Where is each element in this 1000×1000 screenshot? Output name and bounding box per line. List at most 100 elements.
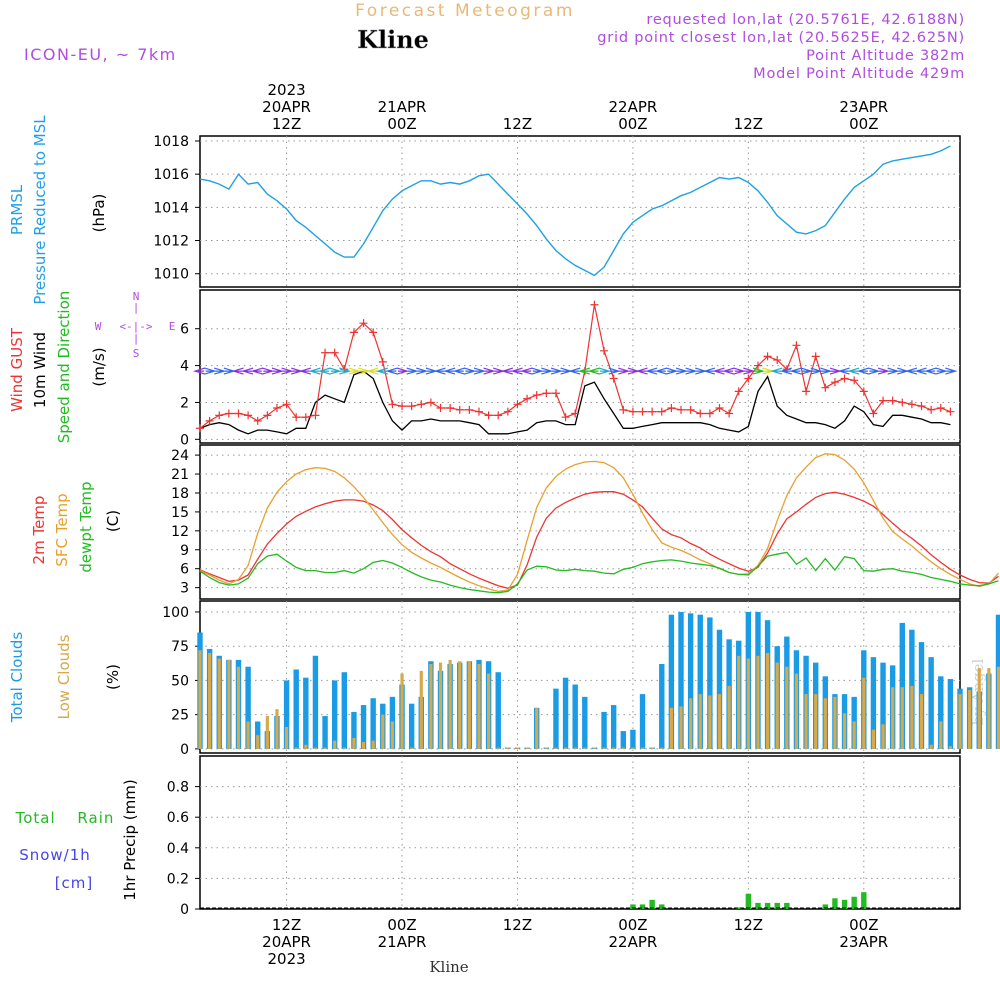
svg-text:Speed and Direction: Speed and Direction	[55, 291, 73, 444]
gust-marker	[859, 387, 868, 396]
gust-marker	[686, 405, 695, 414]
low-cloud-bar	[390, 721, 395, 749]
svg-text:S: S	[133, 347, 140, 360]
y-tick-label: 9	[180, 543, 189, 559]
wind-direction-arrow	[887, 367, 900, 375]
low-cloud-bar	[987, 668, 991, 749]
rain-bar	[784, 902, 790, 909]
model-altitude: Model Point Altitude 429m	[753, 66, 965, 82]
wind-direction-arrow	[443, 367, 456, 375]
gust-marker	[638, 407, 647, 416]
rain-bar	[832, 898, 838, 909]
svg-text:PRMSL: PRMSL	[8, 184, 26, 235]
place-title: Kline	[357, 25, 429, 54]
wind-direction-arrow	[568, 367, 581, 375]
svg-text:W: W	[95, 320, 102, 333]
total-cloud-bar	[707, 617, 713, 749]
svg-text:|: |	[133, 301, 140, 314]
low-cloud-bar	[977, 668, 981, 749]
gust-marker	[321, 348, 330, 357]
total-cloud-bar	[687, 613, 694, 749]
pressure-label: PRMSL Pressure Reduced to MSL (hPa)	[8, 115, 108, 305]
low-cloud-bar	[583, 747, 587, 749]
wind-direction-arrow	[406, 367, 419, 375]
top-time-label: 20APR	[262, 98, 311, 116]
y-tick-label: 75	[171, 639, 189, 655]
wind-direction-arrow	[473, 367, 487, 375]
gust-marker	[744, 374, 753, 383]
wind-direction-arrow	[587, 367, 600, 375]
y-tick-label: 21	[171, 467, 189, 483]
wind-direction-arrow	[520, 367, 533, 375]
wind-direction-arrow	[433, 367, 446, 375]
total-cloud-bar	[562, 677, 569, 749]
rain-bar	[822, 904, 829, 909]
wind-direction-arrow	[608, 367, 621, 375]
gust-marker	[224, 409, 233, 418]
bottom-time-label: 22APR	[608, 933, 657, 951]
svg-text:(hPa): (hPa)	[90, 194, 108, 233]
gust-marker	[840, 374, 849, 383]
gust-marker	[542, 389, 551, 398]
temp-2m-line	[199, 491, 999, 589]
total-cloud-bar	[928, 657, 934, 749]
gust-marker	[532, 391, 541, 400]
wind-direction-arrow	[281, 367, 294, 375]
gust-marker	[696, 409, 705, 418]
wind-direction-arrow	[416, 367, 429, 375]
total-cloud-bar	[303, 677, 309, 749]
rain-bar	[745, 893, 752, 909]
y-tick-label: 3	[180, 581, 189, 597]
panel-temperature: 3 6 9 12 15 18 21 24	[171, 444, 999, 600]
temp-sfc-line	[199, 453, 999, 593]
low-cloud-bar	[958, 694, 962, 749]
low-cloud-bar	[765, 653, 770, 749]
top-time-label: 12Z	[734, 115, 763, 133]
bottom-time-label: 00Z	[618, 916, 647, 934]
gust-marker	[927, 405, 936, 414]
total-cloud-bar	[899, 622, 905, 749]
low-cloud-bar	[862, 677, 866, 749]
low-cloud-bar	[352, 737, 356, 749]
wind-direction-arrow	[483, 367, 496, 375]
total-cloud-bar	[283, 680, 290, 749]
panel-pressure: 1010 1012 1014 1016 1018	[153, 134, 961, 288]
panel-wind: 0 2 4 6	[180, 289, 961, 448]
wind-direction-arrow	[375, 367, 388, 375]
low-cloud-bar	[256, 735, 260, 749]
low-cloud-bar	[592, 747, 597, 749]
total-cloud-bar	[408, 703, 415, 749]
low-cloud-bar	[208, 653, 212, 749]
gust-marker	[725, 409, 734, 418]
panel-clouds: 0 25 50 75 100	[162, 600, 1000, 758]
dewpoint-line	[199, 551, 999, 594]
wind-direction-arrow	[308, 367, 321, 375]
wind-direction-arrow	[800, 367, 814, 375]
wind-direction-arrow	[702, 367, 716, 375]
low-cloud-bar	[698, 694, 702, 749]
low-cloud-bar	[689, 698, 693, 749]
total-cloud-bar	[341, 672, 348, 749]
low-cloud-bar	[506, 747, 510, 749]
wind-direction-arrow	[654, 367, 667, 375]
wind-direction-arrow	[531, 367, 544, 375]
low-cloud-bar	[717, 694, 722, 749]
gust-marker	[446, 403, 455, 412]
wind-direction-arrow	[500, 367, 514, 375]
low-cloud-bar	[919, 694, 924, 749]
clouds-label: Total Clouds Low Clouds (%)	[8, 632, 122, 724]
gust-marker	[811, 352, 820, 361]
precip-label: Total Rain Snow/1h [cm] 1hr Precip (mm)	[15, 779, 139, 900]
point-altitude: Point Altitude 382m	[806, 48, 965, 64]
svg-text:[cm]: [cm]	[55, 874, 94, 892]
wind-direction-arrow	[945, 367, 958, 375]
low-cloud-bar	[198, 650, 202, 749]
gust-marker	[503, 407, 512, 416]
gust-marker	[436, 403, 445, 412]
low-cloud-bar	[429, 663, 433, 749]
total-cloud-bar	[880, 662, 886, 749]
gust-marker	[869, 409, 878, 418]
gust-marker	[830, 378, 839, 387]
low-cloud-bar	[612, 747, 616, 749]
